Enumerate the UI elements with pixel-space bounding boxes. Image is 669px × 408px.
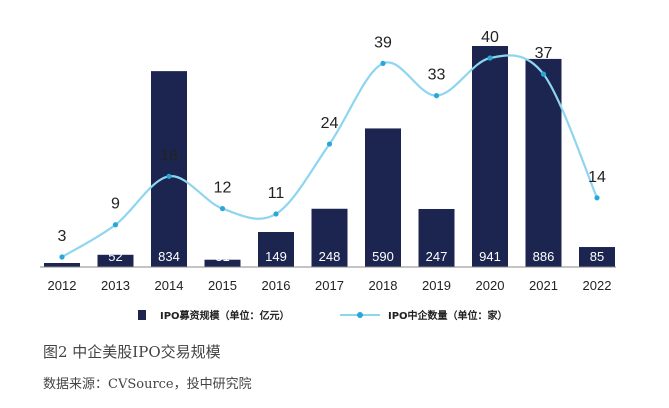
line-point-2018 <box>380 60 386 66</box>
bar-2012 <box>44 263 80 267</box>
x-tick-label: 2019 <box>422 278 451 293</box>
line-value-label: 11 <box>268 185 285 202</box>
line-point-2014 <box>166 173 172 179</box>
line-point-2017 <box>326 141 333 147</box>
x-tick-label: 2013 <box>101 278 130 293</box>
x-tick-label: 2015 <box>208 278 237 293</box>
bar-value-label: 590 <box>372 249 394 264</box>
x-tick-label: 2014 <box>155 278 184 293</box>
chart: 2012 2013 2014 2015 2016 2017 2018 2019 2020 2021… <box>40 29 616 293</box>
line-value-label: 9 <box>111 196 120 213</box>
x-tick-label: 2017 <box>315 278 344 293</box>
bar-value-label: 31 <box>215 249 229 264</box>
line-series-path <box>61 54 599 258</box>
line-point-2022 <box>594 195 600 201</box>
legend: IPO募资规模（单位：亿元） IPO中企数量（单位：家） <box>0 307 669 327</box>
line-value-label: 40 <box>481 29 499 46</box>
legend-bar-swatch <box>138 309 146 320</box>
legend-label-bar: IPO募资规模（单位：亿元） <box>160 311 290 322</box>
bar-2019 <box>418 208 455 267</box>
line-value-label: 24 <box>321 115 339 132</box>
bar-value-label: 247 <box>426 249 448 264</box>
line-point-2021 <box>540 71 547 77</box>
bar-value-label: 941 <box>479 249 501 264</box>
bar-2017 <box>311 208 348 267</box>
bar-value-label: 149 <box>265 249 287 264</box>
bar-2014 <box>151 71 187 268</box>
figure-caption: 图2 中企美股IPO交易规模 <box>43 343 221 361</box>
line-point-2016 <box>273 211 279 217</box>
line-point-2013 <box>112 222 119 228</box>
bar-value-label: 886 <box>533 249 555 264</box>
x-tick-label: 2020 <box>476 278 505 293</box>
line-point-2020 <box>487 55 493 61</box>
bar-2021 <box>525 58 562 267</box>
bar-2018 <box>365 128 401 267</box>
x-tick-label: 2016 <box>262 278 291 293</box>
line-value-label: 3 <box>58 228 67 245</box>
line-point-2019 <box>433 93 440 99</box>
line-point-2015 <box>219 205 226 212</box>
x-tick-label: 2022 <box>583 278 612 293</box>
legend-item-line: IPO中企数量（单位：家） <box>340 307 508 322</box>
line-point-2012 <box>59 254 65 260</box>
legend-item-bar: IPO募资规模（单位：亿元） <box>138 307 290 322</box>
line-value-label: 37 <box>535 45 553 62</box>
chart-plot: 2012 2013 2014 2015 2016 2017 2018 2019 2020 2021… <box>40 29 616 293</box>
x-tick-label: 2021 <box>529 278 558 293</box>
bar-value-label: 52 <box>108 249 122 264</box>
line-value-label: 12 <box>214 180 232 197</box>
x-tick-label: 2018 <box>369 278 398 293</box>
figure-source: 数据来源：CVSource，投中研究院 <box>43 377 252 392</box>
line-value-label: 18 <box>160 147 178 164</box>
bar-2013 <box>97 254 134 267</box>
bar-value-label: 834 <box>158 249 180 264</box>
bar-2022 <box>579 247 615 267</box>
x-tick-label: 2012 <box>48 278 77 293</box>
legend-label-line: IPO中企数量（单位：家） <box>388 311 508 322</box>
line-value-label: 33 <box>428 67 446 84</box>
legend-line-swatch <box>340 310 380 320</box>
bar-value-label: 85 <box>590 249 604 264</box>
bar-2015 <box>204 259 241 267</box>
line-value-label: 14 <box>588 169 606 186</box>
bar-value-label: 248 <box>319 249 341 264</box>
bar-2016 <box>258 232 294 267</box>
line-value-label: 39 <box>374 34 392 51</box>
bar-2020 <box>472 46 508 267</box>
